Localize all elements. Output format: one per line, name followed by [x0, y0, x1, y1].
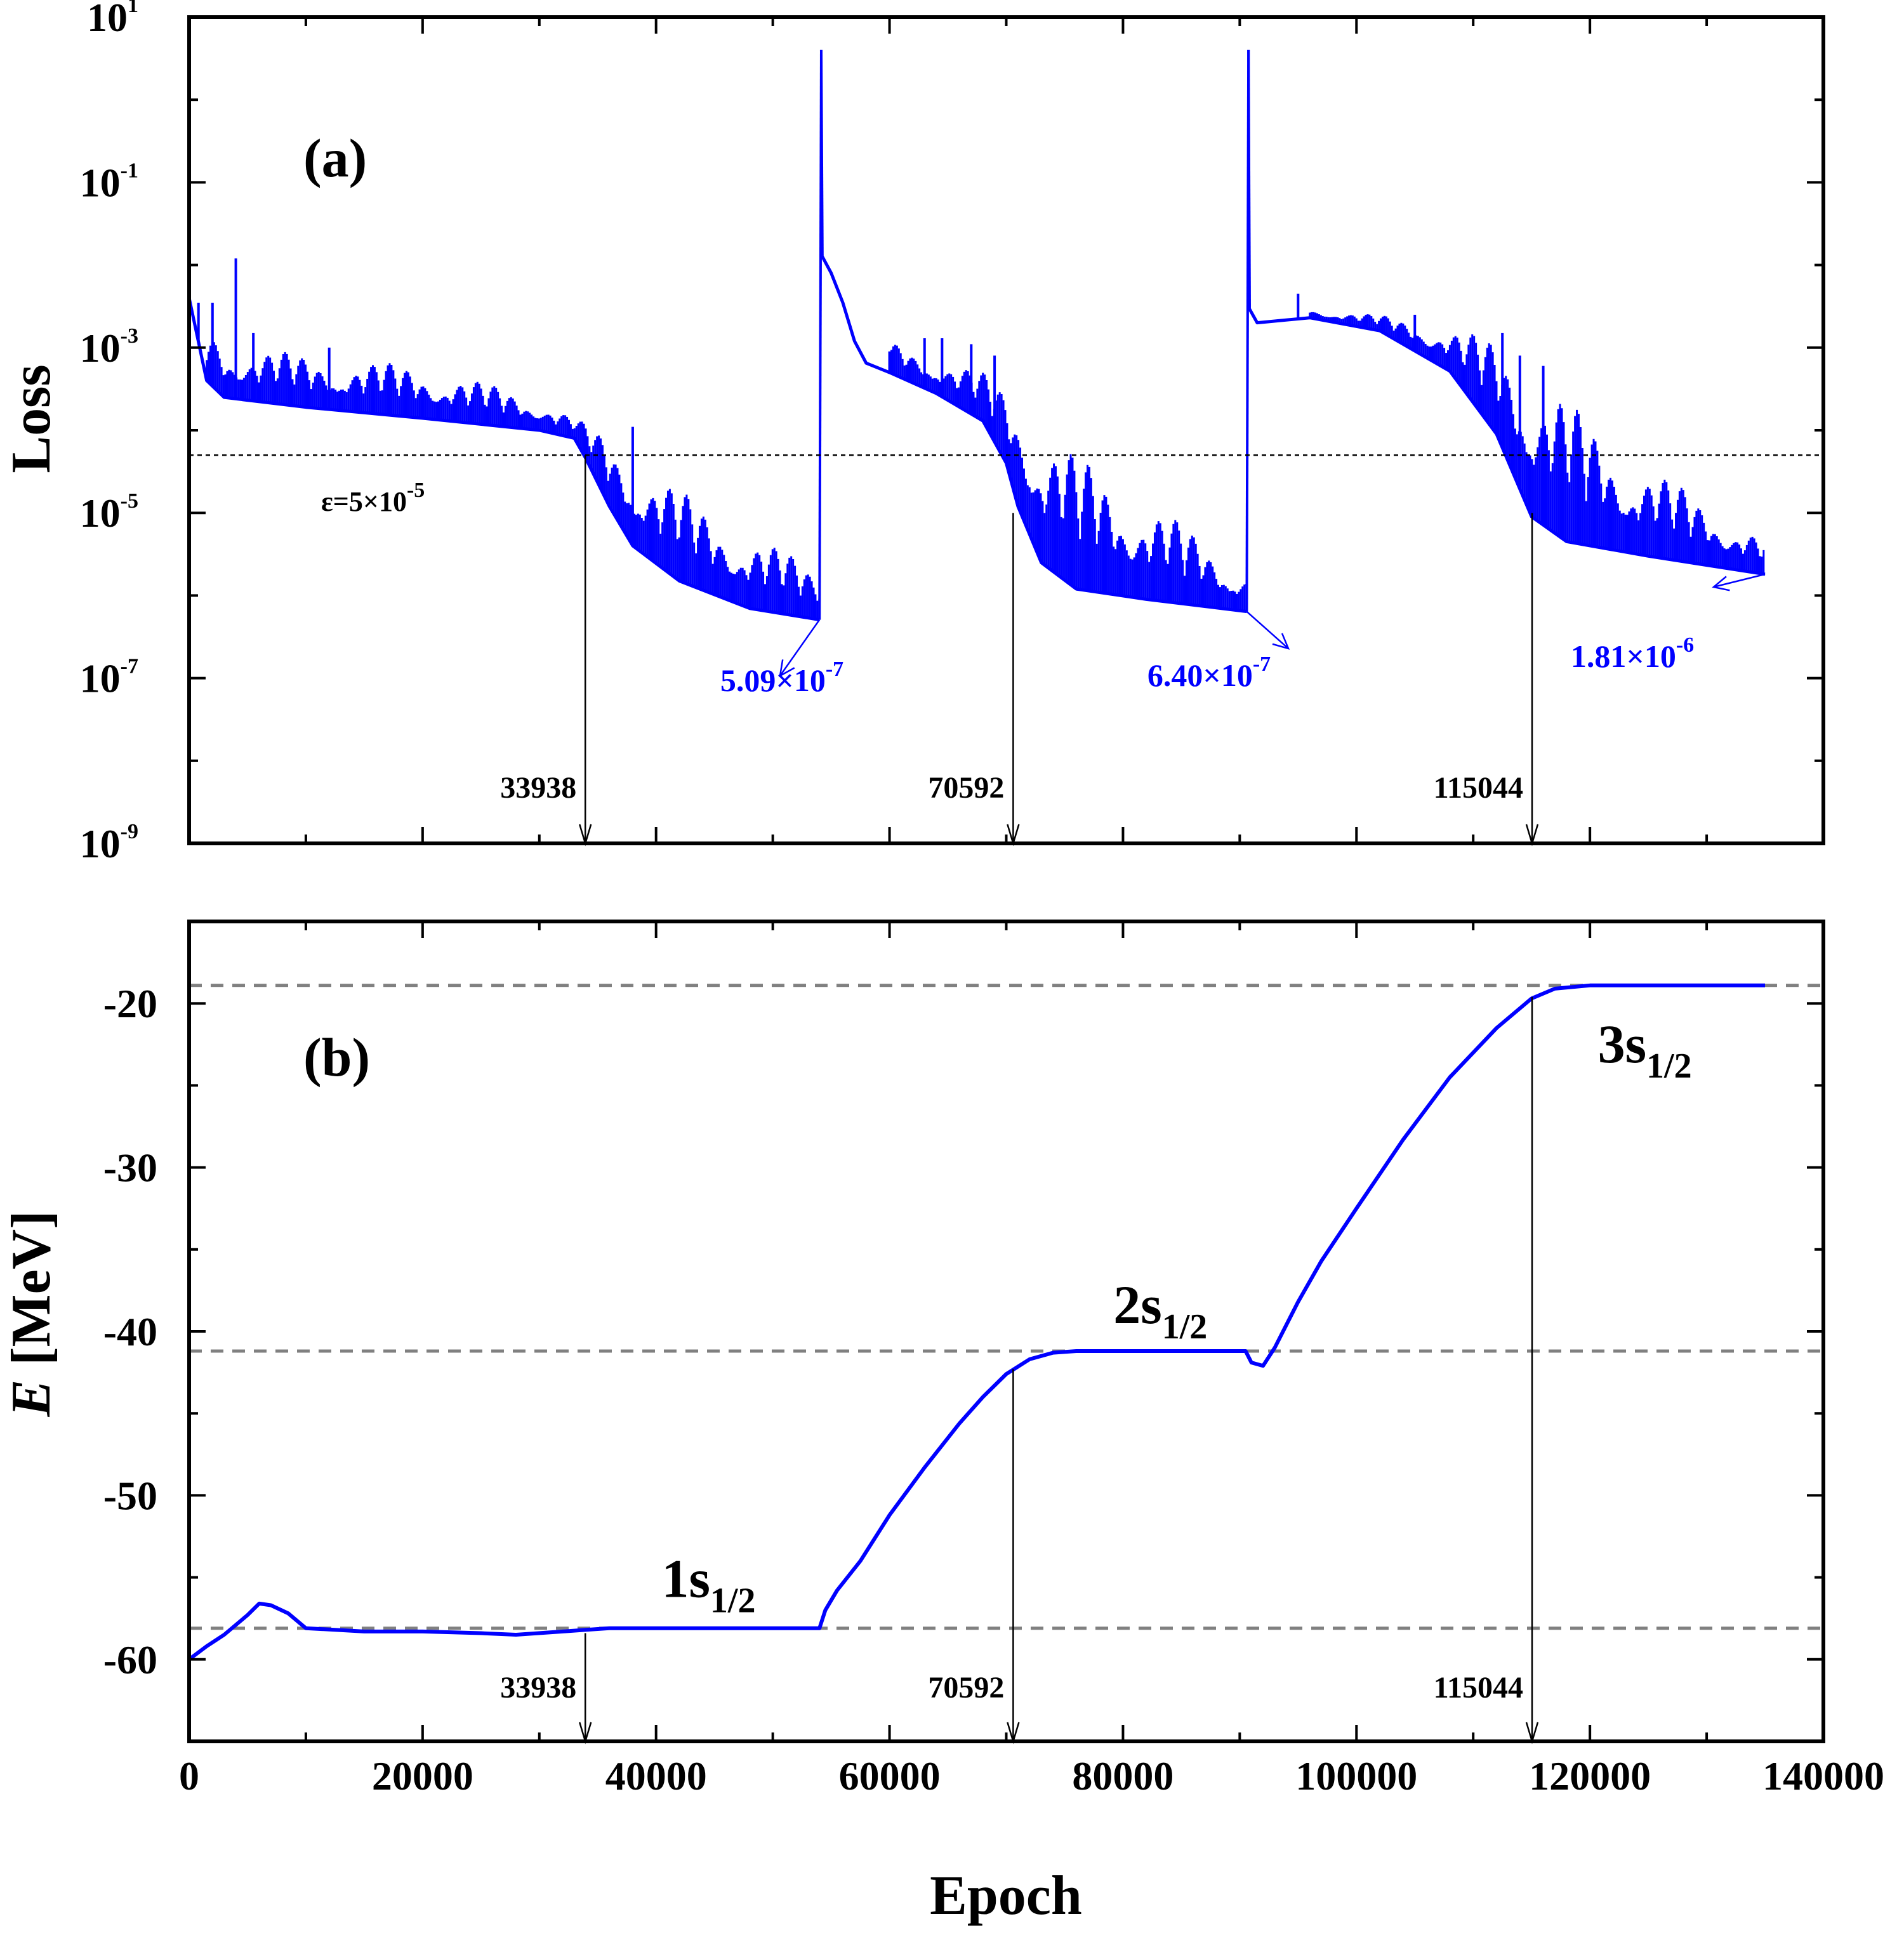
loss-ytick-base: 10: [80, 160, 121, 205]
final-loss-arrow-head: [779, 659, 795, 678]
final-loss-mantissa: 6.40×10: [1147, 657, 1253, 693]
panel-label-b: (b): [303, 1027, 370, 1088]
state-label-main: 3s: [1598, 1013, 1646, 1074]
energy-series-line: [188, 983, 1765, 1661]
energy-reference-lines: [189, 984, 1823, 1630]
energy-epoch-label: 70592: [928, 1671, 1004, 1705]
threshold-label-exp: -5: [407, 478, 425, 502]
final-loss-exp: -6: [1676, 633, 1694, 657]
epoch-xtick-label: 0: [179, 1753, 199, 1798]
state-label-main: 2s: [1113, 1274, 1161, 1335]
epoch-xtick-label: 100000: [1295, 1753, 1417, 1798]
loss-ytick-base: 10: [80, 491, 121, 536]
threshold-label-main: ε=5×10: [321, 486, 407, 517]
loss-ytick-exp: -1: [121, 159, 138, 182]
energy-epoch-label: 115044: [1434, 1671, 1523, 1705]
state-label-sub: 1/2: [710, 1581, 756, 1621]
loss-ytick-label: 101: [87, 0, 138, 40]
energy-ylabel-symbol: E: [1, 1380, 62, 1418]
loss-ytick-exp: -7: [121, 655, 138, 678]
final-loss-arrow-head: [1712, 576, 1730, 591]
epoch-xtick-label: 40000: [605, 1753, 707, 1798]
loss-ytick-exp: -9: [121, 820, 138, 843]
energy-ytick-label: -60: [103, 1637, 157, 1682]
loss-axes-frame: [187, 15, 1825, 845]
loss-lines: [187, 49, 1766, 622]
loss-ytick-label: 10-7: [80, 655, 138, 701]
loss-ytick-base: 10: [80, 656, 121, 701]
energy-ytick-labels: -20 -30 -40 -50 -60: [103, 981, 157, 1682]
final-loss-arrow-shaft: [779, 619, 821, 676]
loss-ytick-exp: -5: [121, 489, 138, 513]
panel-label-a: (a): [303, 128, 367, 188]
energy-epoch-markers: 33938 70592 115044: [500, 996, 1539, 1745]
epoch-xtick-label: 20000: [372, 1753, 473, 1798]
loss-ytick-label: 10-5: [80, 489, 138, 536]
energy-ytick-label: -30: [103, 1145, 157, 1191]
loss-restart-jump: [1247, 49, 1251, 308]
final-loss-exp: -7: [1253, 652, 1271, 676]
loss-epoch-label: 115044: [1434, 771, 1523, 805]
final-loss-mantissa: 5.09×10: [720, 663, 826, 698]
energy-ytick-label: -50: [103, 1473, 157, 1518]
final-loss-arrow-head: [1272, 633, 1290, 650]
loss-epoch-label: 70592: [928, 771, 1004, 805]
final-loss-mantissa: 1.81×10: [1571, 638, 1676, 674]
loss-ytick-label: 10-3: [80, 324, 138, 371]
loss-epoch-markers: 33938 70592 115044: [500, 455, 1539, 847]
energy-epoch-label: 33938: [500, 1671, 576, 1705]
final-loss-exp: -7: [826, 657, 843, 681]
loss-ytick-base: 10: [80, 821, 121, 866]
loss-ytick-label: 10-9: [80, 820, 138, 866]
loss-envelope: [206, 312, 1765, 620]
loss-ytick-base: 10: [87, 0, 128, 40]
loss-series-line: [1247, 307, 1766, 576]
loss-ytick-exp: -3: [121, 324, 138, 348]
loss-series-line: [187, 297, 820, 622]
loss-spikes: [197, 258, 1545, 546]
final-loss-label: 5.09×10-7: [720, 657, 843, 698]
state-label-sub: 1/2: [1162, 1307, 1208, 1347]
final-loss-label: 1.81×10-6: [1571, 633, 1694, 674]
epoch-xtick-label: 140000: [1762, 1753, 1884, 1798]
loss-series-line: [820, 254, 1247, 614]
final-loss-arrow-shaft: [1713, 573, 1766, 588]
energy-ylabel-unit: [MeV]: [1, 1211, 62, 1380]
energy-ticks: [188, 920, 1825, 1743]
energy-ytick-label: -20: [103, 981, 157, 1026]
state-label: 1s1/2: [661, 1548, 755, 1621]
loss-epoch-label: 33938: [500, 771, 576, 805]
epoch-xtick-label: 80000: [1072, 1753, 1173, 1798]
final-loss-annotations: 5.09×10-7 6.40×10-7 1.81×10-6: [720, 573, 1766, 698]
loss-restart-jump: [819, 49, 824, 256]
epoch-xtick-labels: 0 20000 40000 60000 80000 100000 120000 140000: [179, 1753, 1884, 1798]
epoch-xtick-label: 120000: [1529, 1753, 1651, 1798]
energy-ytick-label: -40: [103, 1309, 157, 1354]
energy-axes-frame: [187, 920, 1825, 1743]
loss-ytick-exp: 1: [128, 0, 138, 17]
final-loss-arrow-shaft: [1246, 610, 1289, 649]
epoch-xlabel: Epoch: [930, 1865, 1082, 1927]
loss-ylabel: Loss: [1, 364, 62, 473]
epoch-xtick-label: 60000: [839, 1753, 941, 1798]
threshold-label: ε=5×10-5: [321, 478, 425, 517]
state-label: 3s1/2: [1598, 1013, 1692, 1086]
state-label: 2s1/2: [1113, 1274, 1207, 1347]
state-label-sub: 1/2: [1646, 1046, 1692, 1086]
state-label-main: 1s: [661, 1548, 710, 1609]
loss-ytick-base: 10: [80, 326, 121, 371]
energy-ylabel: E [MeV]: [1, 1211, 62, 1418]
final-loss-label: 6.40×10-7: [1147, 652, 1271, 693]
loss-panel: 33938 70592 115044 5.09×10-7 6.40×10-7 1.81×…: [1, 0, 1825, 866]
loss-ytick-label: 10-1: [80, 159, 138, 205]
